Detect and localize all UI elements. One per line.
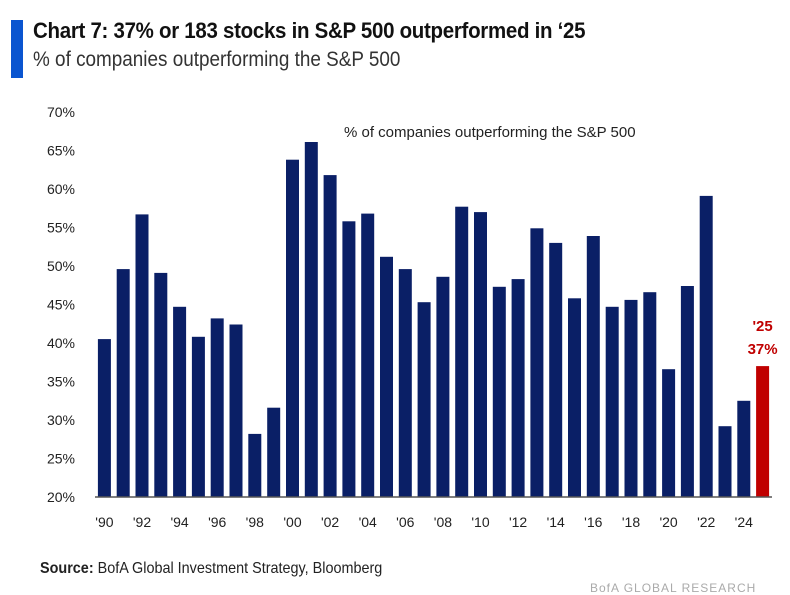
bar [474,212,487,497]
annotation-year: '25 [752,318,772,335]
bar [361,213,375,497]
bar [342,221,356,498]
x-tick-label: '06 [396,514,414,530]
x-tick-label: '04 [359,514,377,530]
x-tick-label: '90 [95,514,113,530]
source-label: Source: [40,560,94,577]
y-tick-label: 25% [47,451,75,467]
x-tick-label: '12 [509,514,527,530]
bar [286,159,299,497]
bar [267,407,281,497]
x-tick-label: '10 [471,514,489,530]
x-tick-label: '08 [434,514,452,530]
source-note: Source: BofA Global Investment Strategy,… [40,560,382,578]
bar [173,306,187,497]
bars [97,142,770,498]
y-tick-label: 65% [47,143,75,159]
y-tick-label: 30% [47,412,75,428]
bar [436,276,450,497]
bar [605,306,619,497]
bar [549,242,563,497]
x-tick-label: '94 [170,514,188,530]
bar [229,324,243,497]
y-tick-label: 50% [47,258,75,274]
x-tick-label: '24 [735,514,753,530]
x-tick-label: '22 [697,514,715,530]
x-tick-label: '00 [283,514,301,530]
chart-title: Chart 7: 37% or 183 stocks in S&P 500 ou… [33,18,586,43]
bar [417,302,431,497]
x-tick-label: '02 [321,514,339,530]
x-axis: '90 '92 '94 '96 '98 '00 '02 '04 '06 '08 '10 '12 '14 '… [95,514,753,530]
bar [455,206,469,497]
y-tick-label: 35% [47,374,75,390]
bar [154,272,168,497]
bar [699,195,713,497]
y-tick-label: 20% [47,489,75,505]
bar [248,433,262,497]
title-accent-bar [11,20,23,78]
bar [97,339,111,497]
bar [662,369,676,497]
bar [718,426,732,497]
bar [680,286,694,497]
bar [135,214,149,497]
x-tick-label: '20 [659,514,677,530]
bar-highlight [756,366,770,497]
bar [380,256,393,497]
y-tick-label: 45% [47,297,75,313]
y-tick-label: 55% [47,220,75,236]
bar [116,269,130,497]
bar [586,236,600,497]
bar [191,336,205,497]
x-tick-label: '98 [246,514,264,530]
y-tick-label: 40% [47,335,75,351]
chart-subtitle: % of companies outperforming the S&P 500 [33,48,401,71]
source-text: BofA Global Investment Strategy, Bloombe… [93,560,383,577]
y-axis: 20% 25% 30% 35% 40% 45% 50% 55% 60% 65% 70% [47,104,75,505]
watermark: BofA GLOBAL RESEARCH [590,581,757,595]
bar [398,269,412,497]
bar [624,299,638,497]
bar [568,298,581,497]
y-tick-label: 60% [47,181,75,197]
bar [530,228,544,498]
x-tick-label: '14 [547,514,565,530]
y-tick-label: 70% [47,104,75,120]
bar [643,292,657,497]
bar [511,279,525,497]
x-tick-label: '96 [208,514,226,530]
bar [492,286,506,497]
bar [737,400,751,498]
x-tick-label: '92 [133,514,151,530]
annotation-value: 37% [748,341,778,358]
bar [323,175,337,497]
x-tick-label: '16 [584,514,602,530]
bar [304,142,318,497]
bar [210,318,224,497]
x-tick-label: '18 [622,514,640,530]
in-chart-legend: % of companies outperforming the S&P 500 [344,124,636,141]
